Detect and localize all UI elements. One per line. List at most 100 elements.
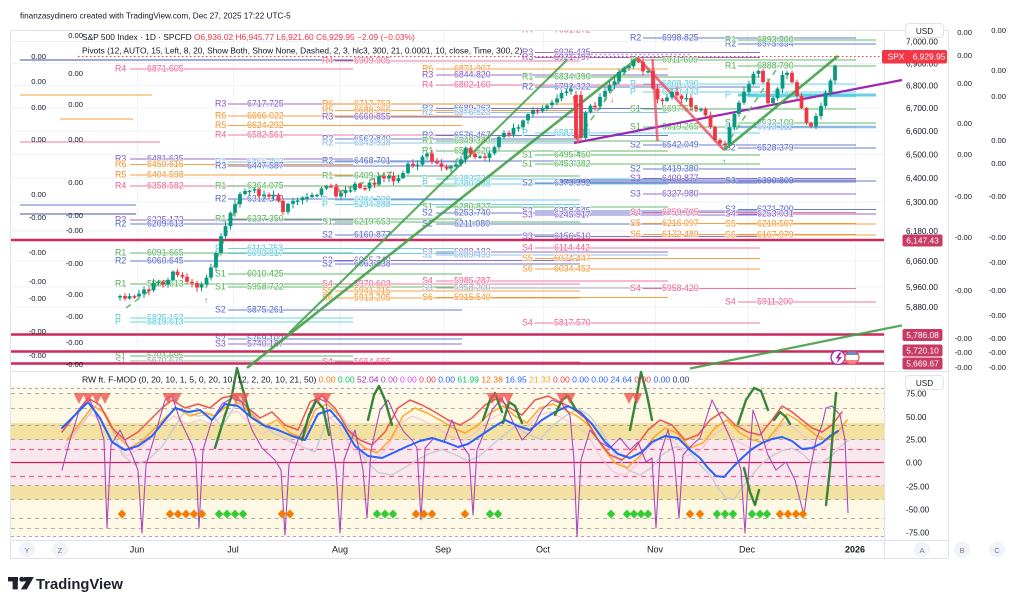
svg-text:S2: S2 xyxy=(215,305,226,315)
svg-text:P: P xyxy=(115,317,121,327)
svg-text:R3: R3 xyxy=(115,154,126,164)
svg-text:S2: S2 xyxy=(215,334,226,344)
svg-text:S1: S1 xyxy=(322,217,333,227)
svg-text:6717.753: 6717.753 xyxy=(354,99,391,109)
svg-text:6660.855: 6660.855 xyxy=(354,112,391,122)
svg-text:S5: S5 xyxy=(322,286,333,296)
svg-text:6209.613: 6209.613 xyxy=(147,219,184,229)
svg-text:R6: R6 xyxy=(215,111,226,121)
svg-text:6542.049: 6542.049 xyxy=(662,140,699,150)
svg-text:6327.980: 6327.980 xyxy=(662,189,699,199)
svg-text:6808.390: 6808.390 xyxy=(662,79,699,89)
svg-text:Jul: Jul xyxy=(227,545,239,555)
svg-text:-75.00: -75.00 xyxy=(906,529,930,538)
svg-text:0.00: 0.00 xyxy=(31,52,46,61)
svg-text:6074.447: 6074.447 xyxy=(554,253,591,263)
svg-text:6258.545: 6258.545 xyxy=(554,206,591,216)
svg-text:6294.888: 6294.888 xyxy=(354,199,391,209)
svg-text:6543.938: 6543.938 xyxy=(354,138,391,148)
svg-text:5913.205: 5913.205 xyxy=(354,293,391,303)
svg-text:R2: R2 xyxy=(522,82,533,92)
svg-text:R1: R1 xyxy=(422,146,433,156)
svg-text:6624.292: 6624.292 xyxy=(247,120,284,130)
svg-text:S2: S2 xyxy=(422,250,433,260)
svg-text:S4: S4 xyxy=(630,207,641,217)
svg-text:7051.272: 7051.272 xyxy=(554,25,591,35)
svg-text:6409.147: 6409.147 xyxy=(354,171,391,181)
svg-text:S2: S2 xyxy=(630,140,641,150)
svg-text:S1: S1 xyxy=(422,202,433,212)
svg-text:R1: R1 xyxy=(115,279,126,289)
svg-text:6717.725: 6717.725 xyxy=(247,99,284,109)
svg-text:S2: S2 xyxy=(725,143,736,153)
svg-text:-0.00: -0.00 xyxy=(955,233,972,242)
svg-text:S3: S3 xyxy=(522,210,533,220)
svg-text:6237.350: 6237.350 xyxy=(247,214,284,224)
svg-text:R2: R2 xyxy=(725,39,736,49)
svg-text:S1: S1 xyxy=(725,122,736,132)
svg-text:R3: R3 xyxy=(115,215,126,225)
svg-text:Z: Z xyxy=(58,546,63,555)
svg-text:P: P xyxy=(630,87,636,97)
svg-text:-0.00: -0.00 xyxy=(989,233,1006,242)
svg-text:6225.172: 6225.172 xyxy=(147,215,184,225)
svg-text:6495.450: 6495.450 xyxy=(554,150,591,160)
svg-text:6697.545: 6697.545 xyxy=(662,104,699,114)
svg-text:0.00: 0.00 xyxy=(68,100,83,109)
svg-text:6,900.00: 6,900.00 xyxy=(906,60,938,69)
svg-text:↓: ↓ xyxy=(388,169,392,178)
svg-text:-0.00: -0.00 xyxy=(66,290,83,299)
svg-text:6160.877: 6160.877 xyxy=(354,230,391,240)
svg-text:6447.587: 6447.587 xyxy=(247,161,284,171)
svg-text:Y: Y xyxy=(24,546,29,555)
svg-text:5817.570: 5817.570 xyxy=(554,318,591,328)
svg-text:-0.00: -0.00 xyxy=(989,334,1006,343)
svg-text:S3: S3 xyxy=(630,173,641,183)
svg-text:5958.200: 5958.200 xyxy=(454,283,491,293)
svg-text:6834.390: 6834.390 xyxy=(554,72,591,82)
svg-text:finanzasydinero created with T: finanzasydinero created with TradingView… xyxy=(20,12,291,21)
svg-text:6468.701: 6468.701 xyxy=(354,156,391,166)
svg-text:6876.523: 6876.523 xyxy=(454,107,491,117)
svg-text:6450.615: 6450.615 xyxy=(147,159,184,169)
svg-text:0.00: 0.00 xyxy=(991,159,1006,168)
svg-text:R3: R3 xyxy=(215,161,226,171)
svg-text:-0.00: -0.00 xyxy=(29,277,46,286)
svg-text:R1: R1 xyxy=(522,72,533,82)
svg-text:6,300.00: 6,300.00 xyxy=(906,198,938,207)
svg-text:6383.733: 6383.733 xyxy=(454,174,491,184)
svg-text:6010.425: 6010.425 xyxy=(247,269,284,279)
svg-text:5701.695: 5701.695 xyxy=(147,351,184,361)
svg-text:0.00: 0.00 xyxy=(68,135,83,144)
svg-text:5,960.00: 5,960.00 xyxy=(906,283,938,292)
svg-text:R3: R3 xyxy=(322,134,333,144)
svg-text:-0.00: -0.00 xyxy=(989,258,1006,267)
svg-text:Aug: Aug xyxy=(332,545,348,555)
svg-text:-0.00: -0.00 xyxy=(29,248,46,257)
svg-text:5970.603: 5970.603 xyxy=(354,279,391,289)
svg-text:6973.854: 6973.854 xyxy=(757,39,794,49)
svg-text:6,500.00: 6,500.00 xyxy=(906,151,938,160)
svg-text:S1: S1 xyxy=(215,269,226,279)
svg-text:-50.00: -50.00 xyxy=(906,506,930,515)
svg-text:R3: R3 xyxy=(522,47,533,57)
svg-text:5941.215: 5941.215 xyxy=(354,286,391,296)
svg-text:0.00: 0.00 xyxy=(991,66,1006,75)
svg-text:↓: ↓ xyxy=(610,95,614,104)
svg-text:6364.075: 6364.075 xyxy=(247,181,284,191)
svg-text:R3: R3 xyxy=(322,112,333,122)
svg-text:S4: S4 xyxy=(725,209,736,219)
svg-text:-0.00: -0.00 xyxy=(955,192,972,201)
svg-text:6,180.00: 6,180.00 xyxy=(906,227,938,236)
svg-text:S6: S6 xyxy=(630,229,641,239)
svg-text:6613.111: 6613.111 xyxy=(757,122,792,132)
svg-text:6688.266: 6688.266 xyxy=(354,105,391,115)
svg-text:5,786.08: 5,786.08 xyxy=(906,330,939,340)
svg-text:0.00: 0.00 xyxy=(31,135,46,144)
svg-text:5875.261: 5875.261 xyxy=(247,305,284,315)
svg-text:0.00: 0.00 xyxy=(957,28,972,37)
svg-text:S4: S4 xyxy=(522,243,533,253)
svg-text:USD: USD xyxy=(916,27,933,36)
svg-text:R5: R5 xyxy=(215,120,226,130)
svg-text:S5: S5 xyxy=(725,219,736,229)
